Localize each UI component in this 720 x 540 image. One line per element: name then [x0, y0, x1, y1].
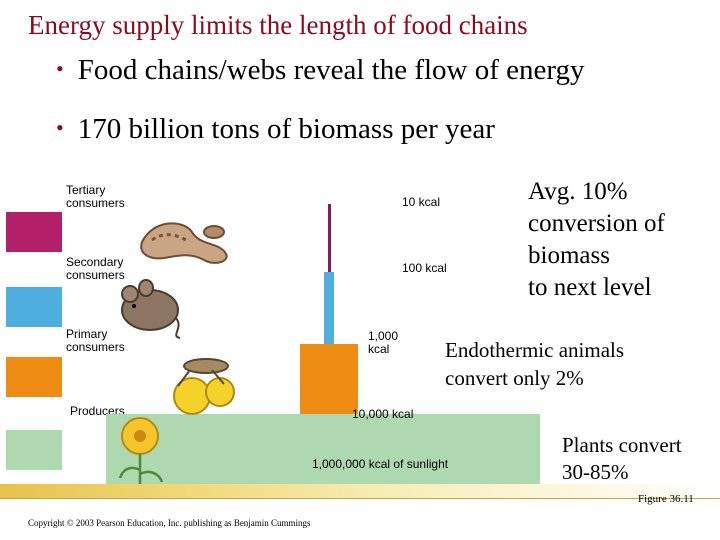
- swatch-secondary: [6, 287, 62, 327]
- note-average-conversion: Avg. 10% conversion of biomass to next l…: [528, 176, 665, 304]
- note-line: conversion of: [528, 210, 665, 237]
- energy-tertiary: 10 kcal: [402, 195, 441, 209]
- note-line: Plants convert: [562, 433, 682, 457]
- figure-number: Figure 36.11: [638, 493, 694, 505]
- bullet-text: 170 billion tons of biomass per year: [77, 113, 495, 145]
- copyright-text: Copyright © 2003 Pearson Education, Inc.…: [28, 518, 311, 528]
- swatch-producers: [6, 430, 62, 470]
- bullet-biomass: • 170 billion tons of biomass per year: [56, 113, 495, 146]
- note-line: to next level: [528, 274, 652, 301]
- energy-producers: 10,000 kcal: [352, 407, 414, 421]
- bullet-energy-flow: • Food chains/webs reveal the flow of ene…: [56, 54, 585, 87]
- energy-secondary: 100 kcal: [402, 261, 447, 275]
- grasshopper-flower-icon: [173, 358, 235, 415]
- bullet-dot-icon: •: [56, 115, 64, 140]
- bar-primary: [300, 344, 358, 414]
- bar-producers: [106, 414, 540, 486]
- bullet-text: Food chains/webs reveal the flow of ener…: [77, 54, 585, 86]
- label-primary-consumers: Primary consumers: [66, 327, 125, 354]
- energy-primary: 1,000 kcal: [368, 329, 399, 356]
- mouse-icon: [121, 279, 181, 339]
- footer-band: [0, 484, 720, 498]
- bar-secondary: [324, 272, 334, 344]
- page-title: Energy supply limits the length of food …: [28, 10, 528, 40]
- label-tertiary-consumers: Tertiary consumers: [66, 183, 125, 210]
- bar-tertiary: [328, 204, 331, 272]
- note-line: Endothermic animals: [445, 338, 625, 362]
- energy-sunlight: 1,000,000 kcal of sunlight: [312, 457, 449, 471]
- note-line: 30-85%: [562, 460, 629, 484]
- footer-divider: [0, 498, 720, 499]
- flower-icon: [118, 417, 164, 488]
- bullet-dot-icon: •: [56, 56, 64, 81]
- swatch-primary: [6, 357, 62, 397]
- note-line: Avg. 10%: [528, 178, 628, 205]
- snake-icon: [140, 222, 228, 264]
- note-line: biomass: [528, 242, 610, 269]
- note-line: convert only 2%: [445, 366, 584, 390]
- label-secondary-consumers: Secondary consumers: [66, 255, 125, 282]
- note-endothermic: Endothermic animals convert only 2%: [445, 336, 624, 392]
- note-plants: Plants convert 30-85%: [562, 432, 682, 486]
- swatch-tertiary: [6, 212, 62, 252]
